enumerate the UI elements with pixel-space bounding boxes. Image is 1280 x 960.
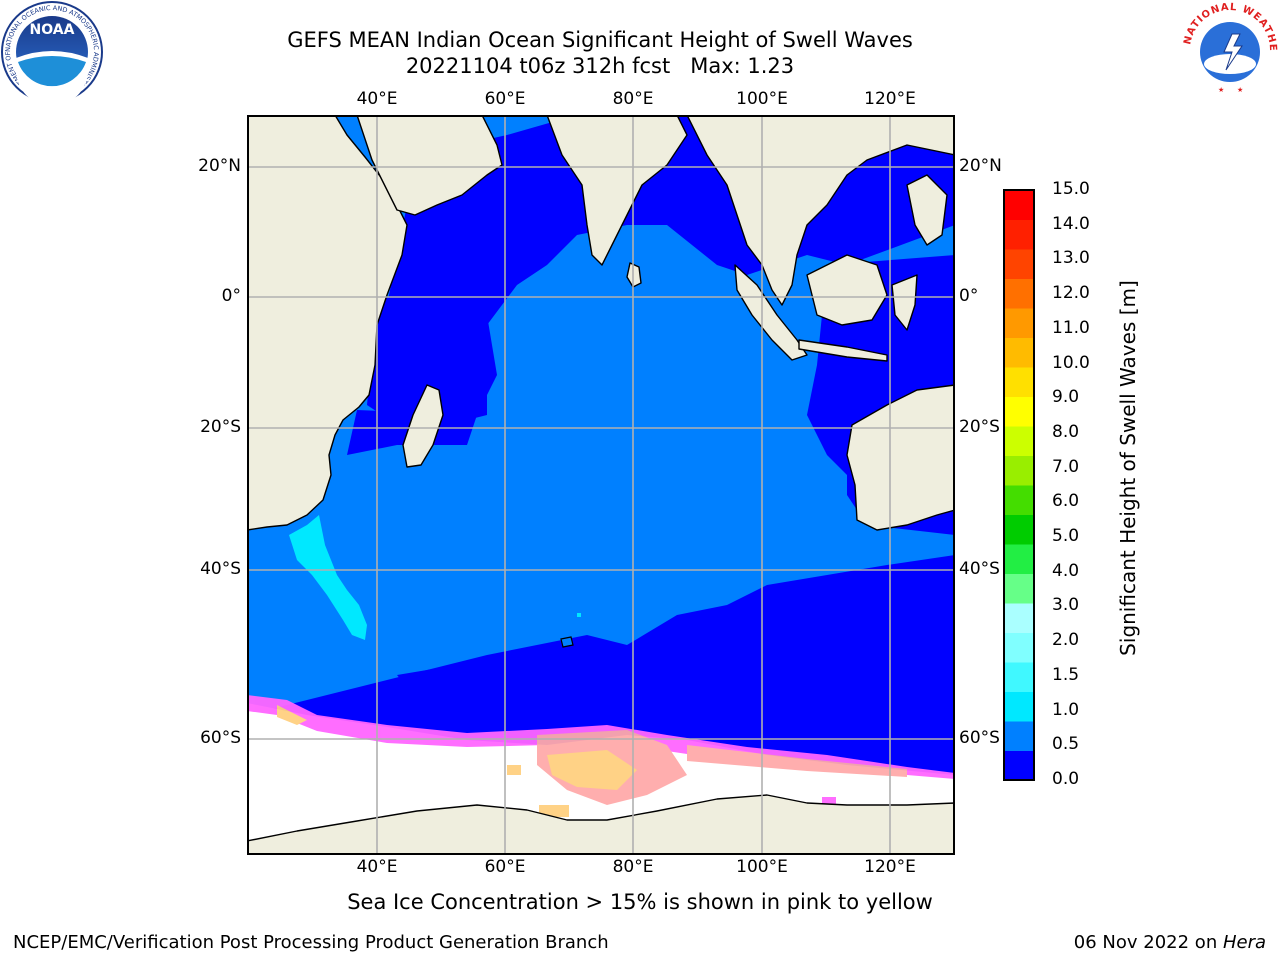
colorbar-cell [1004,426,1034,456]
ocean-swell-1.0-1.5 [289,515,581,640]
land-antarctica [247,794,955,855]
colorbar-label: 14.0 [1052,213,1090,234]
colorbar-cell [1004,190,1034,220]
colorbar-label: 8.0 [1052,421,1080,442]
colorbar-cell [1004,308,1034,338]
colorbar-cell [1004,573,1034,604]
sea-ice-concentration [247,695,955,817]
colorbar-cell [1004,219,1034,250]
colorbar-label: 1.5 [1052,664,1080,685]
lat-tick-right: 0° [959,286,979,306]
colorbar-cell [1004,278,1034,309]
colorbar-cell [1004,750,1034,781]
land-australia [846,384,955,531]
land-sumatra [734,264,808,361]
colorbar-label: 10.0 [1052,352,1090,373]
lat-tick-right: 40°S [959,559,1000,579]
colorbar-label: 2.0 [1052,630,1080,651]
lon-tick-top: 60°E [484,89,526,109]
lon-tick-top: 100°E [736,89,788,109]
lon-tick-bottom: 120°E [864,857,916,877]
svg-text:★: ★ [1218,86,1224,94]
land-sulawesi [891,274,918,331]
nws-logo: NATIONAL WEATHER SERVICE ★ ★ [1180,0,1277,97]
colorbar-label: 1.0 [1052,699,1080,720]
colorbar-label: 0.0 [1052,769,1080,789]
lon-tick-bottom: 80°E [612,857,654,877]
colorbar-label: 6.0 [1052,491,1080,512]
lon-tick-bottom: 60°E [484,857,526,877]
lat-tick-right: 20°N [959,156,1002,176]
colorbar-cell [1004,485,1034,515]
colorbar-cell [1004,396,1034,427]
colorbar-label: 5.0 [1052,526,1080,547]
svg-text:★: ★ [1237,86,1243,94]
lat-tick-left: 20°S [200,417,241,437]
noaa-logo-text: NOAA [30,22,75,38]
land-philippines [906,174,948,246]
lon-tick-top: 80°E [612,89,654,109]
colorbar-label: 15.0 [1052,179,1090,199]
lat-tick-left: 0° [221,286,241,306]
lon-tick-top: 120°E [864,89,916,109]
land-java [798,339,888,362]
lon-tick-bottom: 100°E [736,857,788,877]
colorbar-cell [1004,455,1034,486]
land-masses [247,115,955,855]
colorbar-cell [1004,632,1034,663]
land-africa-arabia [247,115,408,531]
colorbar-label: 12.0 [1052,283,1090,304]
colorbar-cell [1004,544,1034,574]
lon-tick-top: 40°E [356,89,398,109]
graticule [247,115,955,855]
lon-tick-bottom: 40°E [356,857,398,877]
lat-tick-left: 60°S [200,728,241,748]
lat-tick-right: 60°S [959,728,1000,748]
date-text: 06 Nov 2022 on [1073,932,1223,953]
lat-tick-left: 40°S [200,559,241,579]
land-arabia [356,115,503,216]
land-india [546,115,688,266]
colorbar-label: 7.0 [1052,456,1080,477]
colorbar-cell [1004,721,1034,751]
colorbar-label: 13.0 [1052,248,1090,269]
land-sri-lanka [626,262,642,288]
colorbar-cell [1004,367,1034,397]
colorbar-cell [1004,249,1034,279]
noaa-logo: NATIONAL OCEANIC AND ATMOSPHERIC ADMINIS… [0,0,103,106]
sea-ice-note: Sea Ice Concentration > 15% is shown in … [347,890,933,914]
colorbar-cell [1004,514,1034,545]
land-se-asia [686,115,955,306]
colorbar-label: 3.0 [1052,595,1080,616]
land-borneo [806,254,888,326]
colorbar-label: 4.0 [1052,560,1080,581]
colorbar-title: Significant Height of Swell Waves [m] [1116,280,1140,656]
lat-tick-right: 20°S [959,417,1000,437]
colorbar-label: 11.0 [1052,317,1090,338]
chart-title: GEFS MEAN Indian Ocean Significant Heigh… [287,28,913,52]
land-kerguelen [560,636,574,648]
lat-tick-left: 20°N [198,156,241,176]
machine-name: Hera [1222,932,1266,953]
date-stamp: 06 Nov 2022 on Hera [1074,932,1266,953]
map-frame [247,115,955,855]
land-madagascar [402,384,444,468]
chart-subtitle: 20221104 t06z 312h fcst Max: 1.23 [405,54,795,78]
colorbar-cell [1004,603,1034,633]
colorbar-cell [1004,662,1034,692]
colorbar-label: 0.5 [1052,734,1080,755]
colorbar-label: 9.0 [1052,387,1080,408]
colorbar-cell [1004,337,1034,368]
credit-line: NCEP/EMC/Verification Post Processing Pr… [13,932,609,953]
map-border [247,115,955,855]
colorbar-cell [1004,691,1034,722]
colorbar [1003,189,1035,781]
